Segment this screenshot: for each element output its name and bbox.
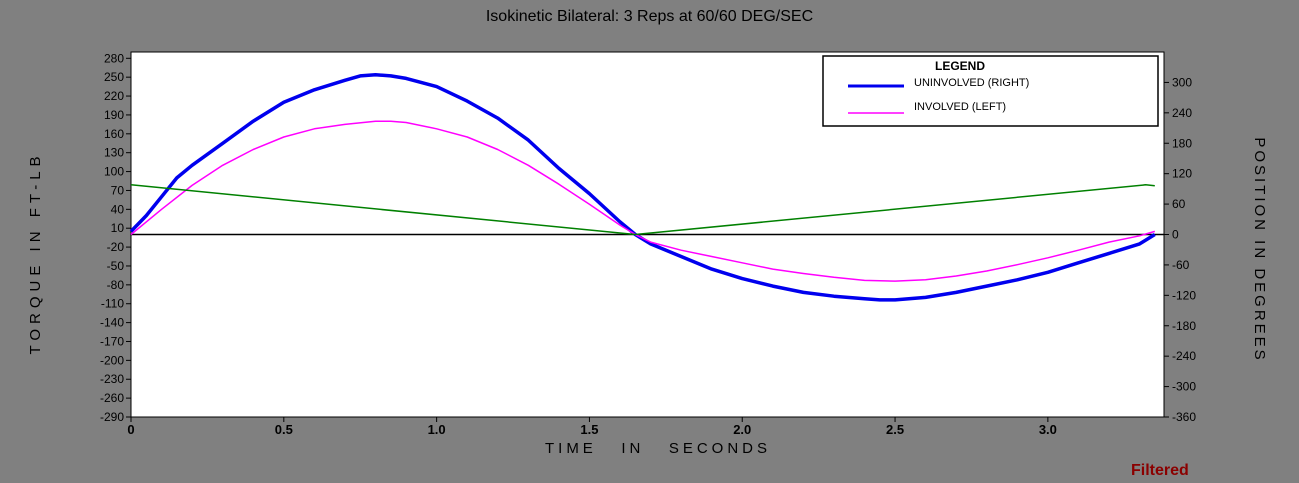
series-line-uninvolved-right <box>129 72 1156 302</box>
y-right-tick-label: 300 <box>1172 75 1192 89</box>
x-axis-ticks: 0 0.5 1.0 1.5 2.0 2.5 3.0 <box>127 417 1057 437</box>
y-left-tick-label: 70 <box>111 183 125 197</box>
x-tick-label: 2.0 <box>733 422 751 437</box>
y-right-tick-label: 240 <box>1172 106 1192 120</box>
y-left-tick-label: 220 <box>104 89 124 103</box>
y-left-tick-label: 190 <box>104 108 124 122</box>
series-layer <box>129 72 1156 302</box>
x-tick-label: 3.0 <box>1039 422 1057 437</box>
legend-box <box>822 55 1159 127</box>
right-axis-ticks: 300 240 180 120 60 0 -60 -120 -180 -240 -300 -360 <box>1164 75 1196 424</box>
y-left-tick-label: 160 <box>104 127 124 141</box>
y-right-tick-label: -360 <box>1172 410 1196 424</box>
y-right-tick-label: 0 <box>1172 228 1179 242</box>
y-left-tick-label: -230 <box>100 372 124 386</box>
legend-label-uninvolved: UNINVOLVED (RIGHT) <box>914 77 1029 89</box>
y-left-tick-label: 100 <box>104 165 124 179</box>
y-right-tick-label: -180 <box>1172 319 1196 333</box>
y-left-tick-label: -140 <box>100 316 124 330</box>
y-right-tick-label: 120 <box>1172 167 1192 181</box>
y-right-tick-label: -300 <box>1172 380 1196 394</box>
y-right-tick-label: -120 <box>1172 288 1196 302</box>
y-left-tick-label: -260 <box>100 391 124 405</box>
y-right-tick-label: -240 <box>1172 349 1196 363</box>
series-line-position <box>130 184 1155 236</box>
x-axis-label: TIME IN SECONDS <box>545 440 771 457</box>
x-tick-label: 0 <box>127 422 134 437</box>
filtered-status: Filtered <box>1131 462 1189 479</box>
y-left-tick-label: -50 <box>107 259 125 273</box>
y-axis-right-label: POSITION IN DEGREES <box>1251 137 1268 362</box>
legend-label-involved: INVOLVED (LEFT) <box>914 101 1006 113</box>
y-left-tick-label: 250 <box>104 70 124 84</box>
y-right-tick-label: 60 <box>1172 197 1186 211</box>
y-right-tick-label: -60 <box>1172 258 1190 272</box>
legend-title: LEGEND <box>935 59 985 73</box>
y-left-tick-label: -80 <box>107 278 125 292</box>
x-tick-label: 1.5 <box>580 422 598 437</box>
y-left-tick-label: -200 <box>100 353 124 367</box>
x-tick-label: 2.5 <box>886 422 904 437</box>
y-left-tick-label: 10 <box>111 221 125 235</box>
y-right-tick-label: 180 <box>1172 136 1192 150</box>
y-left-tick-label: -170 <box>100 334 124 348</box>
x-tick-label: 1.0 <box>428 422 446 437</box>
y-left-tick-label: 130 <box>104 146 124 160</box>
y-left-tick-label: 280 <box>104 51 124 65</box>
left-axis-ticks: 280 250 220 190 160 130 100 70 40 10 -20 -50 -80 -110… <box>100 51 131 424</box>
legend: LEGEND UNINVOLVED (RIGHT) INVOLVED (LEFT… <box>822 55 1159 127</box>
y-left-tick-label: 40 <box>111 202 125 216</box>
y-axis-left-label: TORQUE IN FT-LB <box>27 151 44 354</box>
chart-title: Isokinetic Bilateral: 3 Reps at 60/60 DE… <box>485 8 814 25</box>
y-left-tick-label: -110 <box>101 297 124 311</box>
y-left-tick-label: -290 <box>100 410 124 424</box>
y-left-tick-label: -20 <box>107 240 125 254</box>
x-tick-label: 0.5 <box>275 422 293 437</box>
